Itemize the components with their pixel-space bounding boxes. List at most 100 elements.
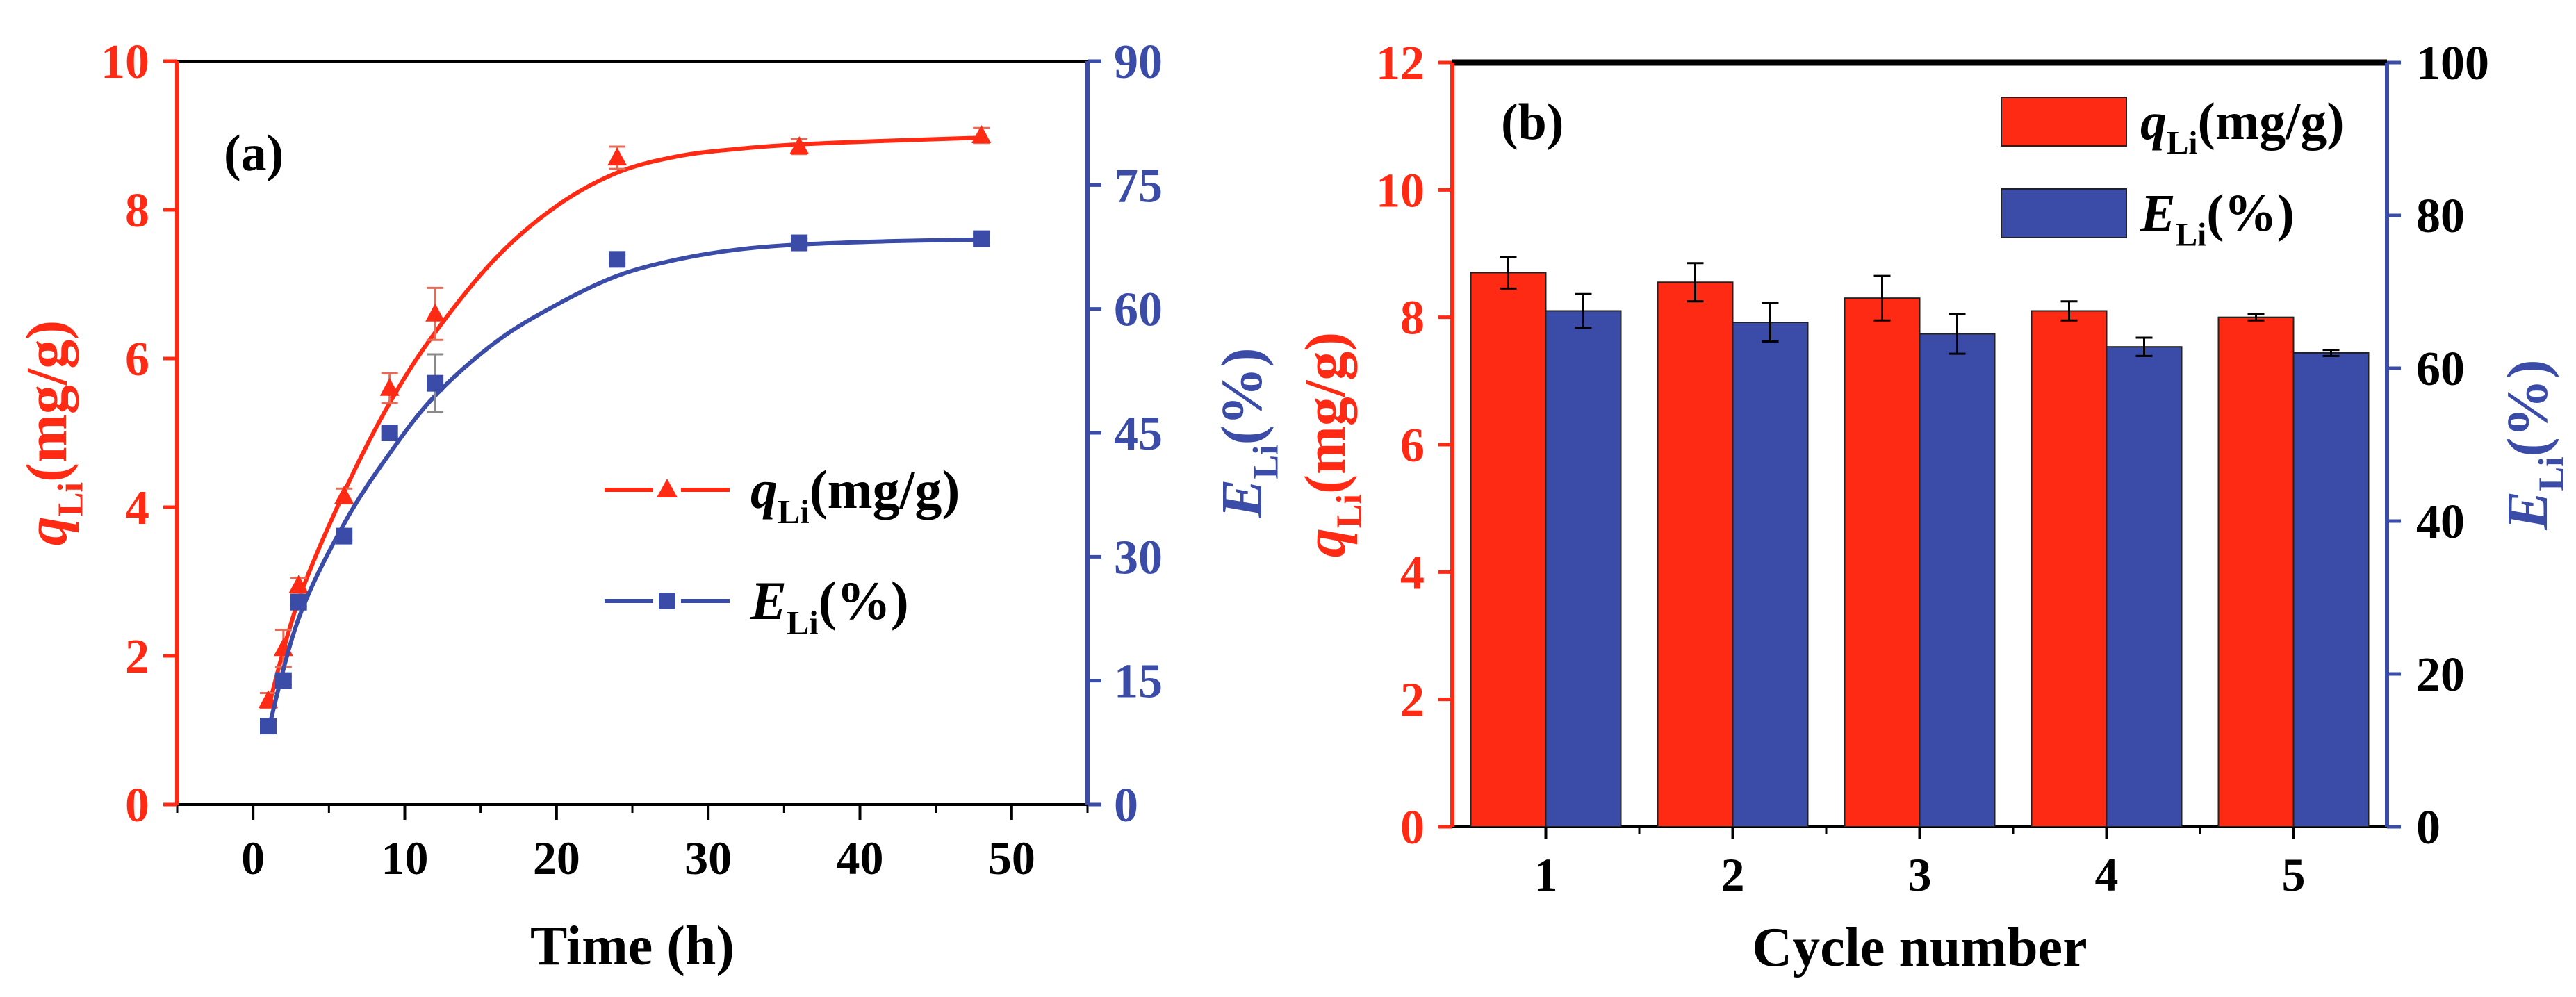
left-y-tick-label: 12 — [1376, 37, 1425, 90]
e-bar — [2292, 352, 2370, 827]
left-y-axis-label-sub: Li — [51, 482, 91, 516]
right-y-tick-label: 0 — [1114, 779, 1138, 832]
q-bar — [2217, 316, 2295, 827]
legend-label-e-sub: Li — [787, 605, 819, 642]
legend-label-e-unit: (%) — [2206, 184, 2295, 242]
right-y-axis-label-sub: Li — [1247, 445, 1286, 479]
left-y-tick-label: 0 — [125, 779, 149, 832]
legend-label-q-sub: Li — [778, 494, 810, 531]
right-y-axis-label-main: E — [1210, 479, 1274, 519]
legend-label-q-main: q — [750, 459, 778, 520]
left-y-axis-label-main: q — [15, 516, 79, 545]
left-y-tick-label: 2 — [125, 630, 149, 684]
left-y-tick-label: 6 — [125, 333, 149, 386]
legend-swatch-e — [2001, 188, 2127, 238]
q-bar — [1657, 281, 1734, 827]
right-y-tick-label: 75 — [1114, 159, 1163, 213]
legend-label-q-unit: (mg/g) — [810, 459, 960, 520]
left-y-axis-label-unit: (mg/g) — [1293, 332, 1358, 494]
right-y-tick-label: 100 — [2416, 37, 2489, 90]
q-bar — [1844, 297, 1921, 827]
left-y-tick-label: 4 — [1400, 546, 1425, 600]
x-axis-label: Time (h) — [530, 916, 735, 977]
left-y-tick-label: 2 — [1400, 674, 1425, 727]
left-y-tick-label: 6 — [1400, 419, 1425, 472]
e-bar — [1919, 333, 1996, 827]
legend-label-q-main: q — [2140, 92, 2167, 151]
right-y-tick-label: 45 — [1114, 407, 1163, 461]
legend-label-e-unit: (%) — [819, 570, 909, 631]
x-tick-label: 10 — [382, 832, 429, 884]
right-y-tick-label: 60 — [2416, 343, 2465, 396]
x-tick-label: 4 — [2095, 848, 2119, 901]
left-y-tick-label: 10 — [1376, 164, 1425, 217]
q-data-point — [607, 147, 627, 166]
right-y-axis-label-unit: (%) — [1210, 347, 1274, 445]
legend-label-e-sub: Li — [2176, 217, 2207, 253]
chart-panel-a: 0 10 20 30 40 50 0 2 4 6 8 10 0 15 30 45 60 75 90 Time (h) q… — [15, 35, 1286, 977]
e-data-point — [336, 527, 353, 545]
right-y-axis-label-main: E — [2495, 491, 2560, 531]
q-data-point — [334, 485, 354, 504]
x-tick-label: 1 — [1534, 848, 1558, 901]
panel-label: (a) — [224, 125, 284, 182]
e-data-point — [274, 672, 292, 689]
right-y-tick-label: 0 — [2416, 801, 2440, 855]
legend-label-q-unit: (mg/g) — [2198, 92, 2345, 151]
left-y-tick-label: 10 — [101, 35, 149, 89]
x-tick-label: 30 — [684, 832, 732, 884]
e-data-point — [609, 251, 626, 268]
legend-label-e-main: E — [750, 570, 787, 631]
x-axis-label: Cycle number — [1752, 917, 2087, 978]
right-y-tick-label: 40 — [2416, 495, 2465, 549]
left-y-axis-label-main: q — [1293, 528, 1358, 557]
right-y-tick-label: 90 — [1114, 35, 1163, 89]
legend-label-q: qLi(mg/g) — [2140, 92, 2345, 161]
x-tick-label: 50 — [988, 832, 1035, 884]
right-y-tick-label: 15 — [1114, 655, 1163, 709]
right-y-axis-label-unit: (%) — [2495, 359, 2560, 456]
right-y-tick-label: 60 — [1114, 283, 1163, 337]
q-data-point — [971, 125, 992, 143]
q-bar — [1470, 272, 1547, 827]
e-bar — [1545, 310, 1622, 827]
left-y-axis-label-unit: (mg/g) — [15, 320, 79, 482]
right-y-tick-label: 80 — [2416, 190, 2465, 243]
q-data-point — [288, 575, 309, 593]
x-tick-label: 3 — [1908, 848, 1932, 901]
x-tick-label: 5 — [2282, 848, 2306, 901]
e-data-point — [381, 425, 398, 441]
legend-label-q-sub: Li — [2167, 125, 2198, 161]
left-y-axis-label-sub: Li — [1330, 494, 1370, 528]
left-y-tick-label: 8 — [125, 184, 149, 238]
left-y-tick-label: 0 — [1400, 801, 1425, 855]
left-y-axis-label: qLi(mg/g) — [15, 320, 91, 545]
q-bar — [2031, 310, 2108, 827]
right-y-axis-label-sub: Li — [2532, 456, 2572, 491]
legend-marker-triangle — [657, 479, 678, 497]
e-data-point — [973, 230, 990, 247]
right-y-axis-label: ELi(%) — [2495, 359, 2572, 530]
right-y-axis-label: ELi(%) — [1210, 347, 1286, 518]
e-data-point — [791, 234, 808, 252]
e-bar — [1732, 322, 1809, 827]
x-tick-label: 0 — [241, 832, 265, 884]
legend-swatch-q — [2001, 97, 2127, 147]
e-data-point — [427, 374, 444, 392]
legend-label-e-main: E — [2140, 184, 2176, 242]
legend-label-e: ELi(%) — [750, 570, 909, 642]
right-y-tick-label: 20 — [2416, 648, 2465, 702]
e-data-point — [290, 593, 307, 611]
right-y-tick-label: 30 — [1114, 531, 1163, 584]
left-y-tick-label: 8 — [1400, 292, 1425, 345]
left-y-tick-label: 4 — [125, 481, 149, 535]
panel-label: (b) — [1501, 94, 1564, 151]
legend-label-e: ELi(%) — [2140, 184, 2295, 253]
e-bar — [2106, 346, 2183, 827]
legend-label-q: qLi(mg/g) — [750, 459, 960, 531]
x-tick-label: 40 — [837, 832, 884, 884]
q-data-point — [425, 303, 445, 322]
legend-marker-square — [659, 593, 675, 609]
